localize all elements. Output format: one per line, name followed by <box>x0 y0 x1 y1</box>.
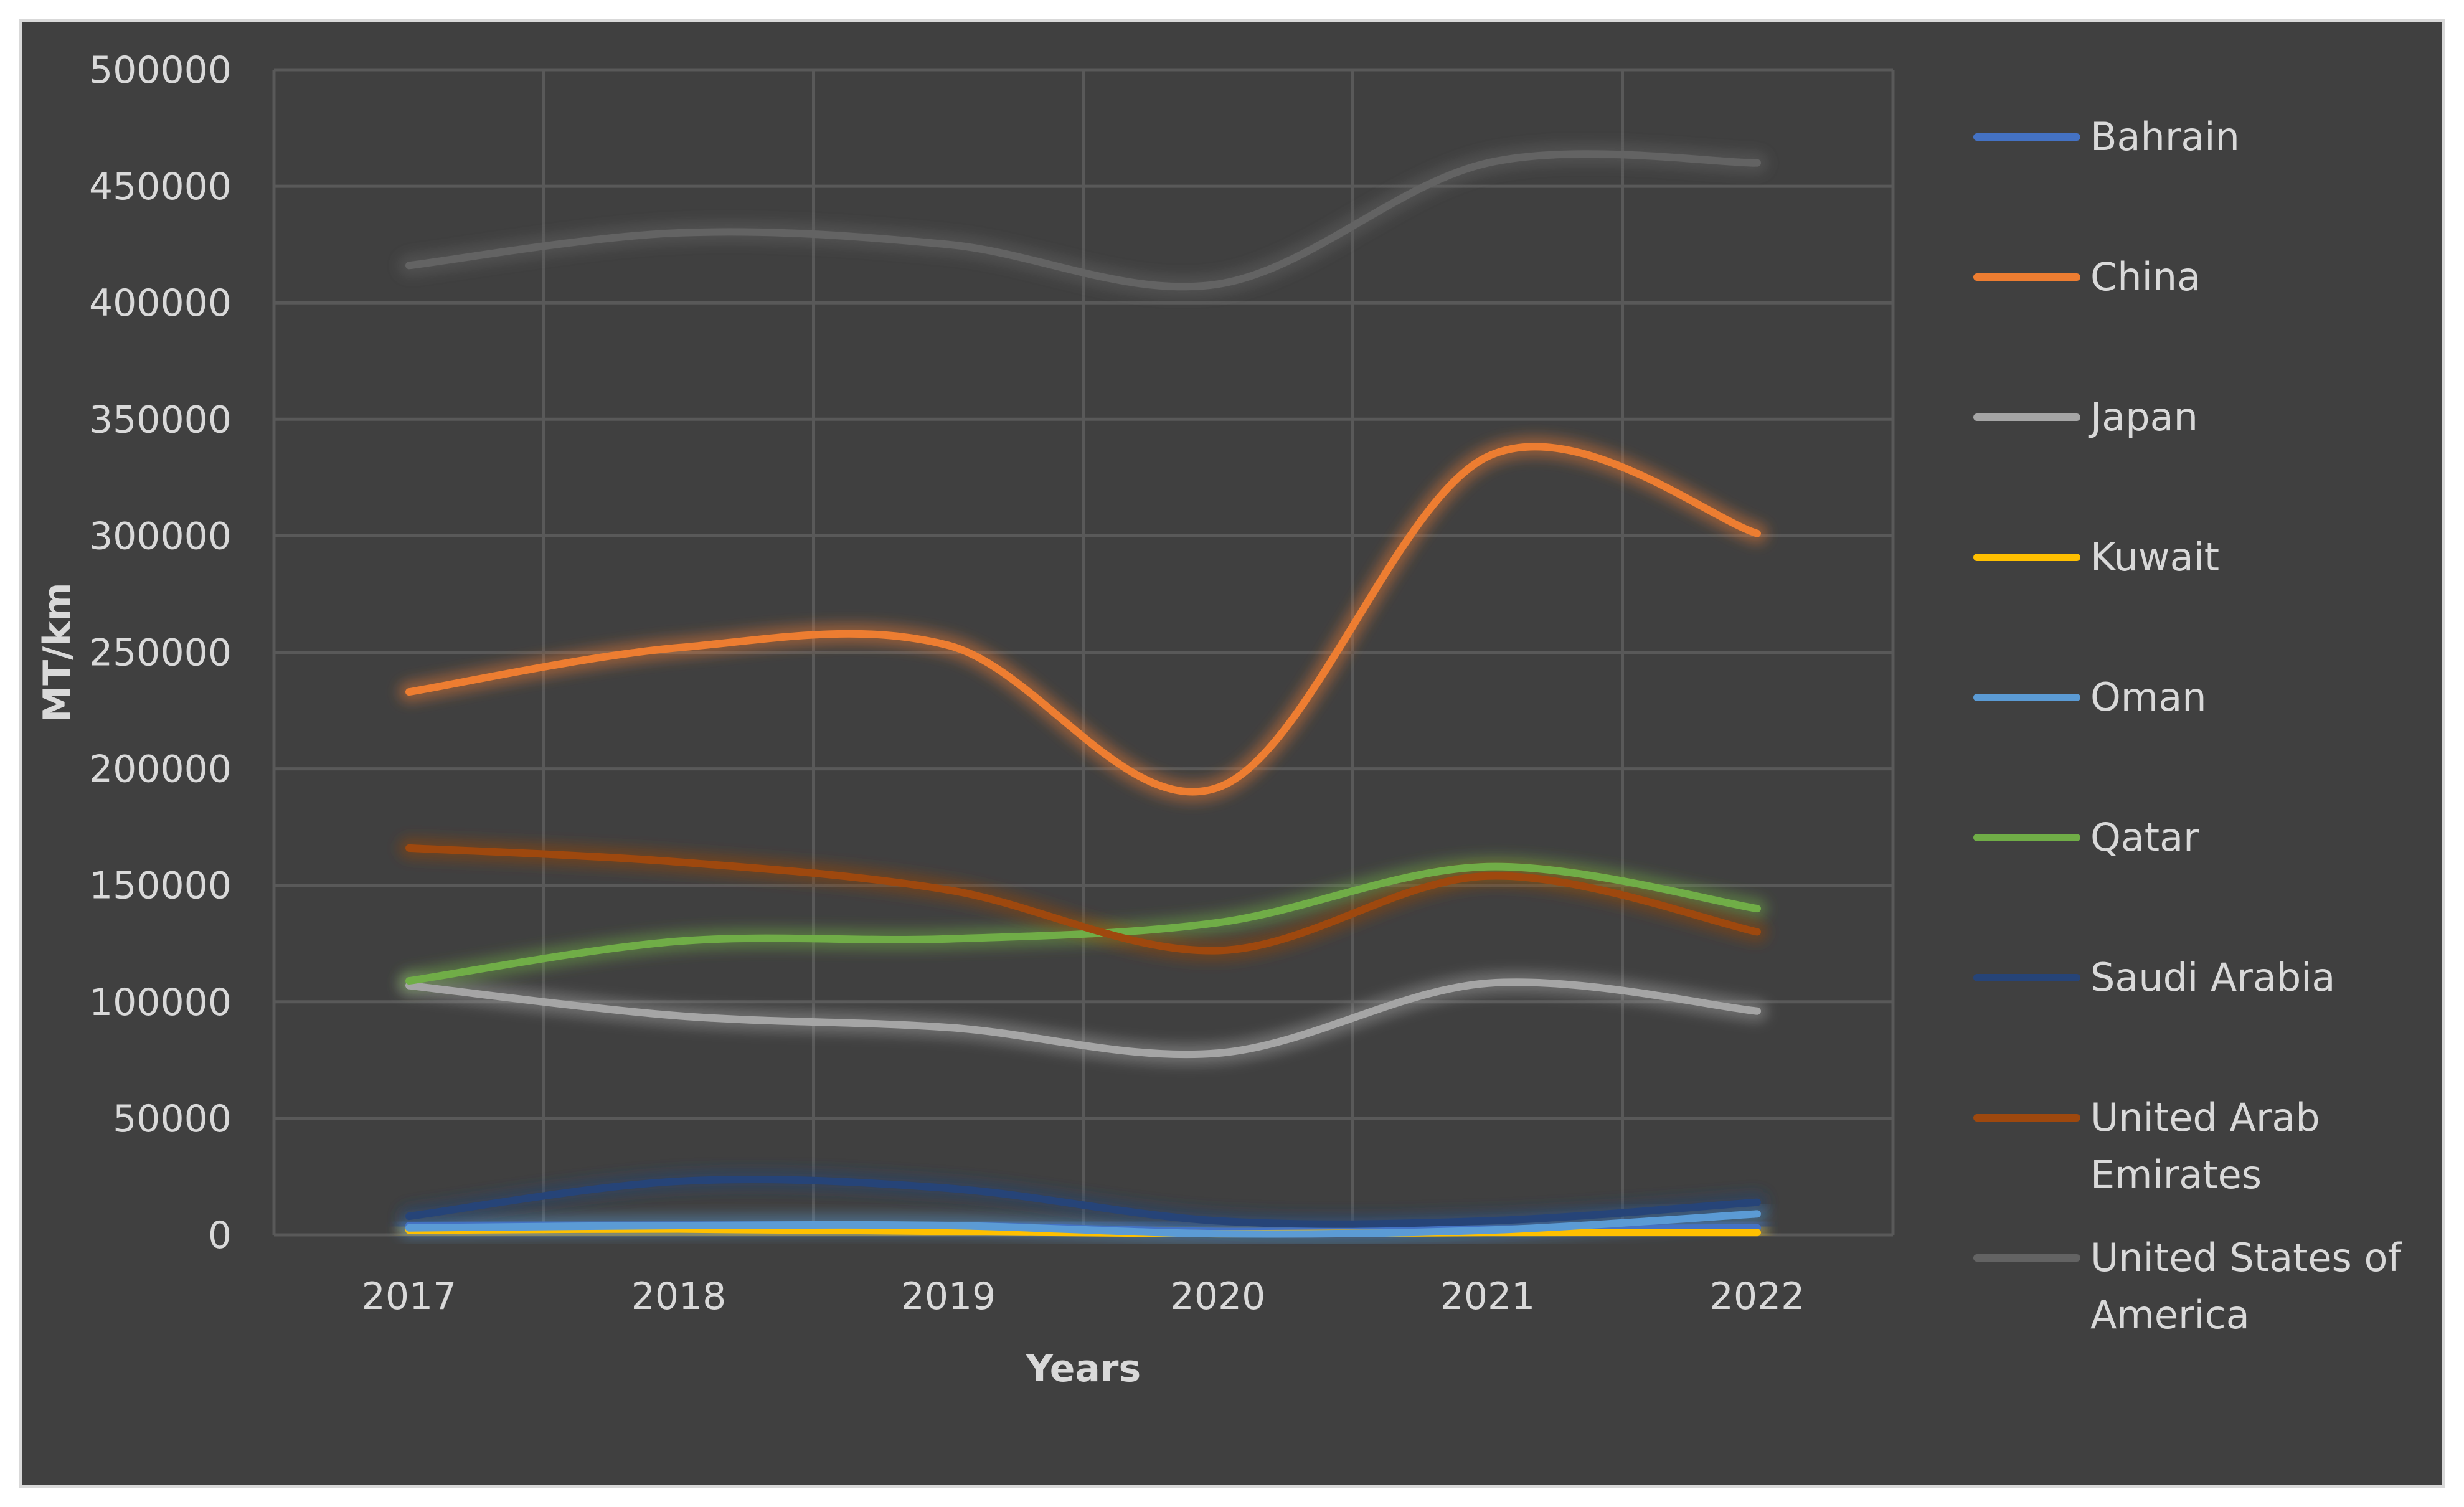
legend: Bahrain China Japan Kuwait Oman Qatar Saudi Ar… <box>1973 114 2402 1338</box>
series-line-oman <box>405 1210 1761 1238</box>
legend-label-united-states-of-america: America <box>2090 1292 2250 1338</box>
y-tick-label: 100000 <box>89 981 232 1024</box>
y-axis-tick-labels: 0 50000 100000 150000 200000 250000 300000 3500… <box>89 49 232 1257</box>
series-lines <box>405 150 1761 1238</box>
y-tick-label: 300000 <box>89 514 232 558</box>
y-tick-label: 450000 <box>89 165 232 209</box>
legend-label-kuwait: Kuwait <box>2090 534 2219 580</box>
y-tick-label: 250000 <box>89 631 232 675</box>
y-tick-label: 200000 <box>89 748 232 791</box>
y-tick-label: 350000 <box>89 398 232 442</box>
x-tick-label: 2018 <box>631 1275 727 1318</box>
legend-label-saudi-arabia: Saudi Arabia <box>2090 955 2335 1000</box>
y-tick-label: 400000 <box>89 281 232 325</box>
series-line-united-states-of-america <box>405 150 1761 291</box>
series-line-china <box>405 443 1761 796</box>
y-tick-label: 50000 <box>113 1097 232 1141</box>
legend-label-united-arab-emirates: Emirates <box>2090 1152 2262 1198</box>
legend-label-united-states-of-america: United States of <box>2090 1235 2402 1280</box>
legend-label-japan: Japan <box>2088 394 2198 440</box>
y-axis-title: MT/km <box>35 583 79 723</box>
y-tick-label: 150000 <box>89 864 232 908</box>
series-line-saudi-arabia <box>405 1176 1761 1228</box>
x-tick-label: 2019 <box>901 1275 996 1318</box>
series-line-united-arab-emirates <box>405 844 1761 955</box>
legend-label-bahrain: Bahrain <box>2090 114 2240 159</box>
x-tick-label: 2021 <box>1440 1275 1536 1318</box>
legend-label-china: China <box>2090 254 2201 300</box>
y-tick-label: 0 <box>208 1214 232 1257</box>
x-tick-label: 2017 <box>362 1275 457 1318</box>
series-line-japan <box>405 978 1761 1059</box>
y-tick-label: 500000 <box>89 49 232 92</box>
x-tick-label: 2020 <box>1171 1275 1266 1318</box>
legend-label-united-arab-emirates: United Arab <box>2090 1095 2320 1140</box>
legend-label-oman: Oman <box>2090 674 2206 720</box>
x-tick-label: 2022 <box>1710 1275 1805 1318</box>
legend-label-qatar: Qatar <box>2090 815 2199 860</box>
x-axis-tick-labels: 2017 2018 2019 2020 2021 2022 <box>362 1275 1805 1318</box>
x-axis-title: Years <box>1026 1347 1141 1391</box>
